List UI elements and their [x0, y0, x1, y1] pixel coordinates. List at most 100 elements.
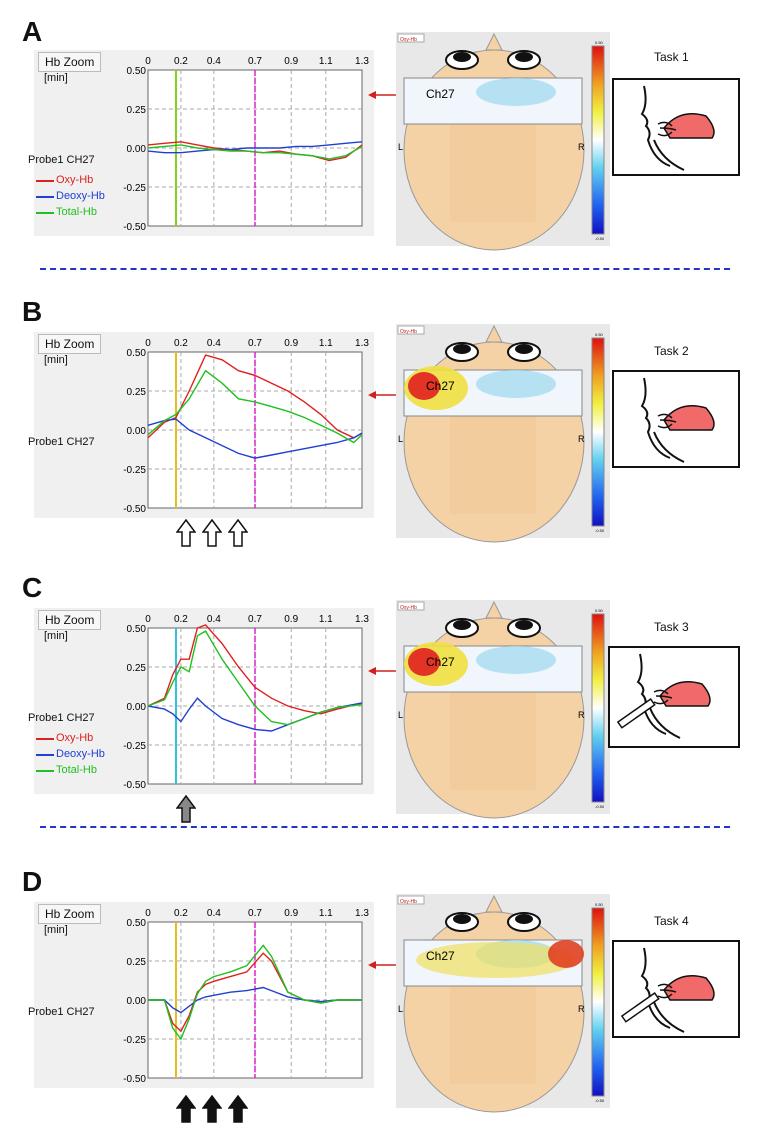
colorbar-top-label: 0.50: [595, 608, 604, 613]
panel-letter: A: [22, 16, 43, 47]
stimulus-arrow: [202, 1094, 222, 1123]
channel-label: Ch27: [426, 379, 455, 393]
y-tick-label: 0.00: [127, 144, 147, 155]
x-tick-label: 0.7: [248, 56, 262, 67]
tongue: [663, 975, 715, 1001]
stimulus-arrow: [176, 794, 196, 823]
task-title: Task 2: [654, 344, 689, 358]
hb-zoom-button[interactable]: Hb Zoom: [38, 52, 102, 72]
hot-spot: [408, 648, 440, 676]
warm-region: [416, 942, 576, 978]
x-tick-label: 0.7: [248, 908, 262, 919]
mouth-diagram: [640, 85, 715, 171]
x-tick-label: 1.3: [355, 56, 369, 67]
y-tick-label: -0.50: [123, 222, 146, 233]
head-topography: Oxy-Hb Ch27 L R 0.50 -0.50: [396, 324, 610, 543]
panel-d: D Hb Zoom [min] Probe1 CH27 0 0.2 0.4 0.7 0.9 1.1…: [0, 862, 757, 1132]
hb-zoom-button[interactable]: Hb Zoom: [38, 334, 102, 354]
legend-total: Total-Hb: [56, 764, 97, 776]
colorbar-top-label: 0.50: [595, 902, 604, 907]
unit-label: [min]: [44, 72, 68, 84]
task-title: Task 4: [654, 914, 689, 928]
face-profile: [640, 85, 671, 167]
oxy-hb-tab-label: Oxy-Hb: [400, 899, 417, 905]
tongue: [663, 405, 715, 431]
colorbar-bottom-label: -0.50: [595, 236, 605, 241]
pupil: [515, 620, 533, 630]
probe-label: Probe1 CH27: [28, 154, 95, 166]
stimulus-arrow: [228, 1094, 248, 1123]
panel-letter: D: [22, 866, 43, 897]
jaw: [649, 707, 681, 739]
x-tick-label: 0.2: [174, 908, 188, 919]
channel-label: Ch27: [426, 949, 455, 963]
hb-zoom-button[interactable]: Hb Zoom: [38, 904, 102, 924]
oxy-hb-tab-label: Oxy-Hb: [400, 605, 417, 611]
oxy-hb-tab[interactable]: [397, 33, 425, 43]
colorbar-top-label: 0.50: [595, 40, 604, 45]
jaw: [653, 431, 685, 463]
task-title: Task 1: [654, 50, 689, 64]
series-line-total: [148, 944, 362, 1041]
face-profile: [636, 653, 667, 735]
probe-label: Probe1 CH27: [28, 1006, 95, 1018]
stimulus-arrow: [176, 518, 196, 547]
probe-label: Probe1 CH27: [28, 436, 95, 448]
jaw: [653, 1001, 685, 1033]
hb-zoom-window: Hb Zoom [min] Probe1 CH27 0 0.2 0.4 0.7 0.9 1.1 1…: [28, 902, 374, 1088]
probe-label: Probe1 CH27: [28, 712, 95, 724]
lips: [657, 121, 677, 137]
hb-line-chart: 0 0.2 0.4 0.7 0.9 1.1 1.3 0.50 0.25 0.00 -0.25 -0.5…: [123, 614, 369, 791]
legend-swatch-oxy: [36, 738, 54, 740]
task-title: Task 3: [654, 620, 689, 634]
oxy-hb-tab[interactable]: [397, 601, 425, 611]
face-region: [450, 690, 536, 790]
series-line-oxy: [147, 624, 363, 715]
x-tick-label: 0: [145, 338, 151, 349]
right-label: R: [578, 434, 585, 444]
colorbar-bottom-label: -0.50: [595, 804, 605, 809]
legend-swatch-deoxy: [36, 754, 54, 756]
left-label: L: [398, 710, 403, 720]
pupil: [515, 52, 533, 62]
colorbar: [591, 907, 605, 1097]
x-tick-label: 1.1: [319, 56, 333, 67]
x-tick-label: 0.4: [207, 614, 221, 625]
hb-zoom-button[interactable]: Hb Zoom: [38, 610, 102, 630]
left-label: L: [398, 434, 403, 444]
x-tick-label: 0.9: [284, 338, 298, 349]
x-tick-label: 0: [145, 614, 151, 625]
stimulus-arrow: [228, 518, 248, 547]
legend-swatch-deoxy: [36, 196, 54, 198]
colorbar: [591, 45, 605, 235]
oxy-hb-tab[interactable]: [397, 895, 425, 905]
jaw: [653, 139, 685, 171]
y-tick-label: 0.50: [127, 66, 147, 77]
panel-a: A Hb Zoom [min] Probe1 CH27 Oxy-Hb Deoxy-Hb To…: [0, 10, 757, 280]
y-tick-label: 0.25: [127, 957, 147, 968]
cool-region: [476, 370, 556, 398]
cool-region: [476, 78, 556, 106]
panel-letter: C: [22, 572, 43, 603]
stimulus-arrow: [202, 518, 222, 547]
separator-cd: [40, 826, 730, 828]
hb-zoom-window: Hb Zoom [min] Probe1 CH27 Oxy-Hb Deoxy-Hb Tot…: [28, 50, 374, 236]
face-profile: [640, 377, 671, 459]
x-tick-label: 1.1: [319, 614, 333, 625]
channel-label: Ch27: [426, 87, 455, 101]
y-tick-label: 0.00: [127, 996, 147, 1007]
legend-deoxy: Deoxy-Hb: [56, 190, 105, 202]
colorbar-bottom-label: -0.50: [595, 1098, 605, 1103]
syringe-icon: [616, 698, 656, 729]
y-tick-label: -0.50: [123, 1074, 146, 1085]
x-tick-label: 1.1: [319, 338, 333, 349]
x-tick-label: 0.9: [284, 614, 298, 625]
mouth-diagram: [640, 377, 715, 463]
series-line-deoxy: [147, 141, 363, 154]
hb-line-chart: 0 0.2 0.4 0.7 0.9 1.1 1.3 0.50 0.25 0.00 -0.25 -0.5…: [123, 338, 369, 515]
oxy-hb-tab[interactable]: [397, 325, 425, 335]
task-illustration: [608, 646, 740, 748]
legend-oxy: Oxy-Hb: [56, 732, 94, 744]
x-tick-label: 0.2: [174, 56, 188, 67]
colorbar: [591, 337, 605, 527]
